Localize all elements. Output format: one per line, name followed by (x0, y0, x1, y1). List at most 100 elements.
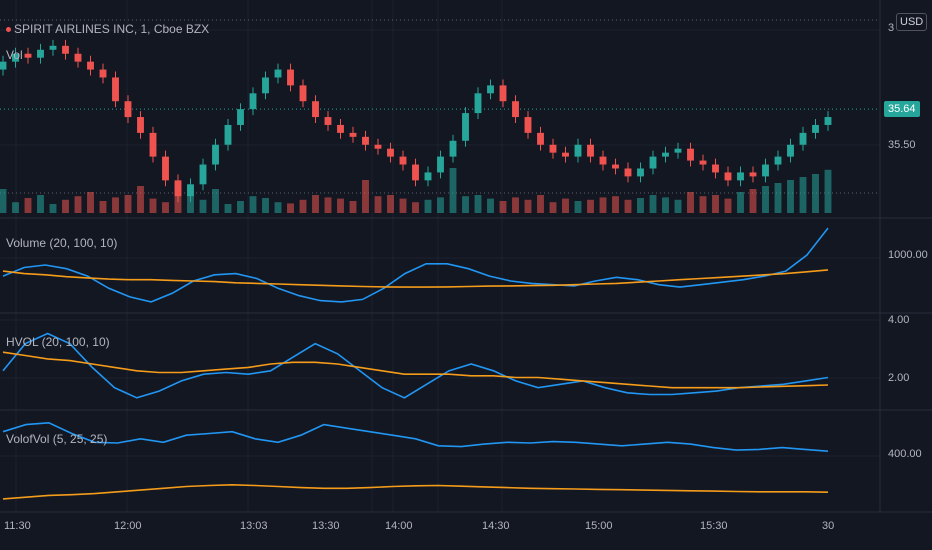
hvol-indicator-label[interactable]: HVOL (20, 100, 10) (6, 335, 110, 349)
candle-body (349, 132, 357, 137)
volume-bar (499, 201, 507, 213)
candle-body (699, 160, 707, 165)
candle-body (687, 148, 694, 161)
volume-bar (62, 199, 69, 213)
grid-lines (0, 0, 880, 512)
candle-body (199, 164, 207, 185)
time-tick-label: 14:30 (482, 520, 510, 532)
candle-body (24, 53, 32, 58)
volume-bar (324, 197, 332, 213)
volume-bar (24, 198, 32, 213)
candle-body (137, 117, 144, 133)
candle-body (274, 69, 282, 78)
volume-bar (774, 183, 782, 213)
volume-bars (0, 168, 832, 213)
candle-body (124, 101, 132, 118)
volume-bar (12, 202, 19, 213)
symbol-title: SPIRIT AIRLINES INC, 1, Cboe BZX (6, 22, 209, 36)
candle-body (399, 156, 407, 165)
candle-body (212, 144, 219, 165)
fast-line (2, 227, 829, 303)
time-tick-label: 11:30 (4, 520, 31, 532)
candle-body (737, 172, 744, 181)
volume-bar (624, 199, 632, 213)
currency-button[interactable]: USD (896, 13, 928, 31)
volume-bar (762, 186, 769, 213)
volume-bar (362, 180, 369, 213)
candle-body (499, 85, 507, 102)
volume-bar (412, 202, 419, 213)
volume-bar (174, 183, 182, 213)
candle-body (112, 77, 119, 102)
candle-body (824, 117, 832, 125)
volume-indicator-panel (2, 227, 829, 303)
candle-body (224, 124, 232, 145)
volume-bar (637, 198, 644, 213)
hvol-indicator-panel (2, 332, 829, 399)
time-tick-label: 30 (822, 520, 835, 532)
volume-bar (387, 195, 394, 213)
volume-bar (749, 189, 757, 213)
volume-bar (212, 189, 219, 213)
volume-bar (462, 196, 469, 213)
volume-bar (649, 195, 657, 213)
hvol-tick-top: 4.00 (888, 314, 910, 326)
candle-body (412, 164, 419, 181)
volume-bar (49, 204, 57, 213)
volume-bar (737, 192, 744, 213)
slow-line (2, 351, 829, 389)
symbol-title-text: SPIRIT AIRLINES INC, 1, Cboe BZX (14, 22, 210, 36)
volume-bar (99, 201, 107, 213)
hvol-tick-low: 2.00 (888, 372, 910, 384)
candle-body (749, 172, 757, 177)
volume-bar (562, 198, 569, 213)
candle-body (37, 49, 44, 58)
candle-body (812, 124, 819, 133)
volume-bar (699, 196, 707, 213)
candle-body (249, 93, 257, 110)
volume-bar (337, 198, 344, 213)
candle-body (312, 101, 319, 118)
time-tick-label: 13:03 (240, 520, 268, 532)
time-tick-label: 12:00 (114, 520, 142, 532)
candle-body (149, 132, 157, 157)
volume-bar (674, 199, 682, 213)
candle-body (49, 45, 57, 50)
volume-bar (237, 201, 244, 213)
slow-line (2, 269, 829, 288)
volume-bar (662, 197, 669, 213)
candle-body (562, 152, 569, 157)
candle-body (537, 132, 544, 145)
candle-body (712, 164, 719, 173)
price-panel (0, 19, 880, 203)
candle-body (324, 117, 332, 125)
volume-bar (0, 189, 7, 213)
volume-bar (287, 203, 294, 213)
volofvol-indicator-label[interactable]: VolofVol (5, 25, 25) (6, 432, 108, 446)
volume-bar (474, 195, 482, 213)
candle-body (637, 168, 644, 177)
candle-body (62, 45, 69, 54)
volume-bar (512, 197, 519, 213)
slow-line (2, 483, 829, 500)
time-tick-label: 14:00 (385, 520, 413, 532)
candle-body (762, 164, 769, 177)
time-tick-label: 15:00 (585, 520, 613, 532)
volume-bar (487, 198, 494, 213)
candle-body (674, 148, 682, 153)
volume-indicator-label[interactable]: Volume (20, 100, 10) (6, 236, 118, 250)
volume-bar (399, 198, 407, 213)
candle-body (774, 156, 782, 165)
fast-line (2, 421, 829, 452)
candle-body (449, 140, 457, 157)
volume-bar (162, 202, 169, 213)
volume-bar (574, 201, 582, 213)
volume-bar (374, 196, 382, 213)
candle-body (12, 53, 19, 62)
candle-body (549, 144, 557, 153)
candle-body (524, 117, 532, 133)
volume-bar (424, 199, 432, 213)
volume-bar (712, 195, 719, 213)
status-dot-icon (6, 27, 11, 33)
